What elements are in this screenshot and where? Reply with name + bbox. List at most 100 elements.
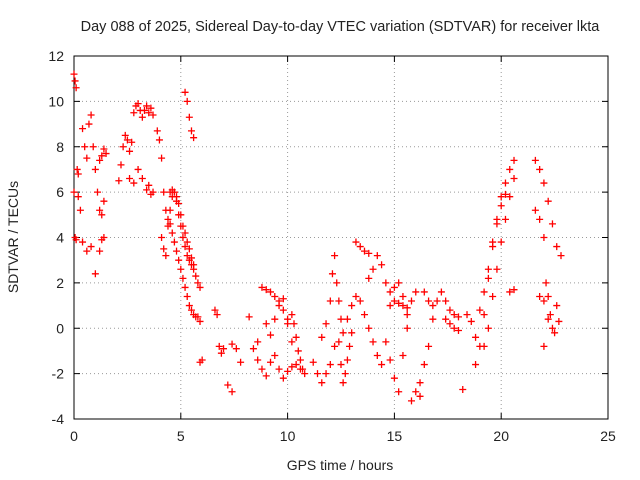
- data-point: [190, 134, 198, 142]
- data-point: [181, 88, 189, 96]
- data-point: [91, 270, 99, 278]
- data-point: [96, 156, 104, 164]
- data-point: [72, 84, 80, 92]
- data-point: [98, 152, 106, 160]
- data-point: [83, 247, 91, 255]
- y-axis-label: SDTVAR / TECUs: [5, 181, 21, 293]
- data-point: [360, 247, 368, 255]
- data-point: [72, 236, 80, 244]
- data-point: [74, 193, 82, 201]
- data-point: [339, 329, 347, 337]
- x-tick-label: 10: [280, 428, 296, 444]
- data-point: [390, 283, 398, 291]
- data-point: [89, 143, 97, 151]
- data-point: [322, 320, 330, 328]
- data-point: [96, 206, 104, 214]
- data-point: [254, 338, 262, 346]
- data-point: [493, 265, 501, 273]
- data-point: [183, 97, 191, 105]
- data-point: [314, 370, 322, 378]
- data-point: [346, 342, 354, 350]
- data-point: [183, 292, 191, 300]
- data-point: [333, 279, 341, 287]
- data-point: [262, 372, 270, 380]
- y-tick-label: 10: [48, 93, 64, 109]
- data-point: [134, 165, 142, 173]
- data-point: [369, 265, 377, 273]
- data-point: [467, 317, 475, 325]
- data-point: [510, 156, 518, 164]
- x-tick-label: 5: [177, 428, 185, 444]
- data-point: [454, 327, 462, 335]
- data-point: [544, 292, 552, 300]
- data-point: [267, 288, 275, 296]
- data-point: [177, 265, 185, 273]
- data-point: [301, 370, 309, 378]
- data-point: [279, 306, 287, 314]
- y-tick-label: 6: [56, 184, 64, 200]
- data-point: [531, 206, 539, 214]
- data-point: [506, 165, 514, 173]
- data-point: [294, 347, 302, 355]
- data-point: [173, 193, 181, 201]
- data-point: [262, 320, 270, 328]
- data-point: [390, 374, 398, 382]
- data-point: [145, 181, 153, 189]
- data-point: [337, 361, 345, 369]
- data-point: [463, 311, 471, 319]
- data-point: [382, 279, 390, 287]
- data-point: [134, 100, 142, 108]
- data-point: [429, 315, 437, 323]
- chart-title: Day 088 of 2025, Sidereal Day-to-day VTE…: [81, 19, 601, 35]
- data-point: [213, 311, 221, 319]
- data-point: [175, 199, 183, 207]
- data-point: [540, 297, 548, 305]
- data-point: [196, 317, 204, 325]
- data-point: [70, 70, 78, 78]
- data-point: [501, 215, 509, 223]
- data-point: [553, 302, 561, 310]
- data-point: [79, 238, 87, 246]
- data-point: [96, 247, 104, 255]
- data-point: [318, 333, 326, 341]
- data-point: [484, 274, 492, 282]
- data-point: [425, 297, 433, 305]
- data-point: [162, 252, 170, 260]
- data-point: [224, 381, 232, 389]
- data-point: [275, 302, 283, 310]
- data-point: [292, 333, 300, 341]
- y-tick-label: 0: [56, 320, 64, 336]
- data-point: [143, 102, 151, 110]
- data-point: [177, 211, 185, 219]
- x-axis-label: GPS time / hours: [287, 457, 394, 473]
- data-point: [341, 370, 349, 378]
- data-point: [168, 229, 176, 237]
- x-tick-label: 0: [70, 428, 78, 444]
- data-point: [484, 265, 492, 273]
- data-point: [356, 243, 364, 251]
- data-point: [211, 306, 219, 314]
- data-point: [378, 261, 386, 269]
- data-point: [187, 127, 195, 135]
- data-point: [149, 111, 157, 119]
- data-point: [433, 297, 441, 305]
- data-point: [258, 283, 266, 291]
- data-point: [335, 297, 343, 305]
- data-point: [378, 361, 386, 369]
- data-point: [326, 361, 334, 369]
- data-point: [173, 247, 181, 255]
- data-point: [548, 220, 556, 228]
- data-point: [170, 238, 178, 246]
- data-point: [382, 338, 390, 346]
- data-point: [143, 186, 151, 194]
- data-point: [190, 261, 198, 269]
- data-point: [262, 286, 270, 294]
- data-point: [420, 361, 428, 369]
- data-point: [196, 283, 204, 291]
- x-tick-label: 20: [493, 428, 509, 444]
- data-point: [352, 292, 360, 300]
- data-point: [442, 315, 450, 323]
- data-point: [228, 388, 236, 396]
- data-point: [160, 245, 168, 253]
- data-point: [87, 111, 95, 119]
